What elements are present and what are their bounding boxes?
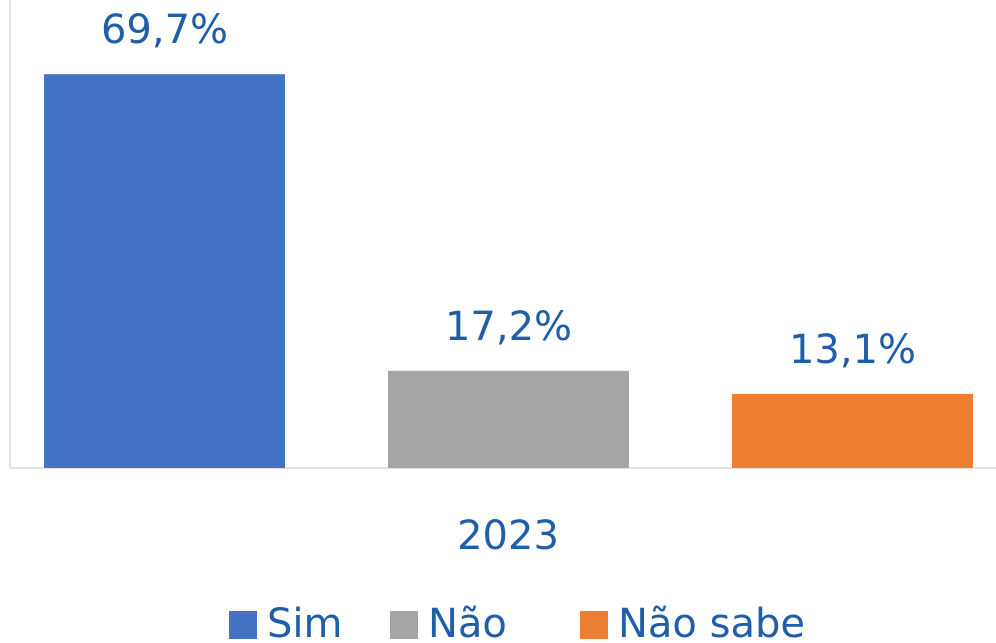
legend-label: Não sabe — [618, 601, 805, 643]
legend-label: Não — [428, 601, 507, 643]
data-label: 69,7% — [101, 7, 228, 53]
data-label: 17,2% — [445, 304, 572, 350]
bar — [44, 74, 285, 468]
legend-swatch — [229, 611, 257, 639]
bar — [388, 370, 629, 468]
data-label: 13,1% — [789, 327, 916, 373]
x-tick-label: 2023 — [457, 513, 559, 559]
bar — [732, 393, 973, 468]
legend-swatch — [390, 611, 418, 639]
legend-swatch — [580, 611, 608, 639]
legend-label: Sim — [267, 601, 342, 643]
